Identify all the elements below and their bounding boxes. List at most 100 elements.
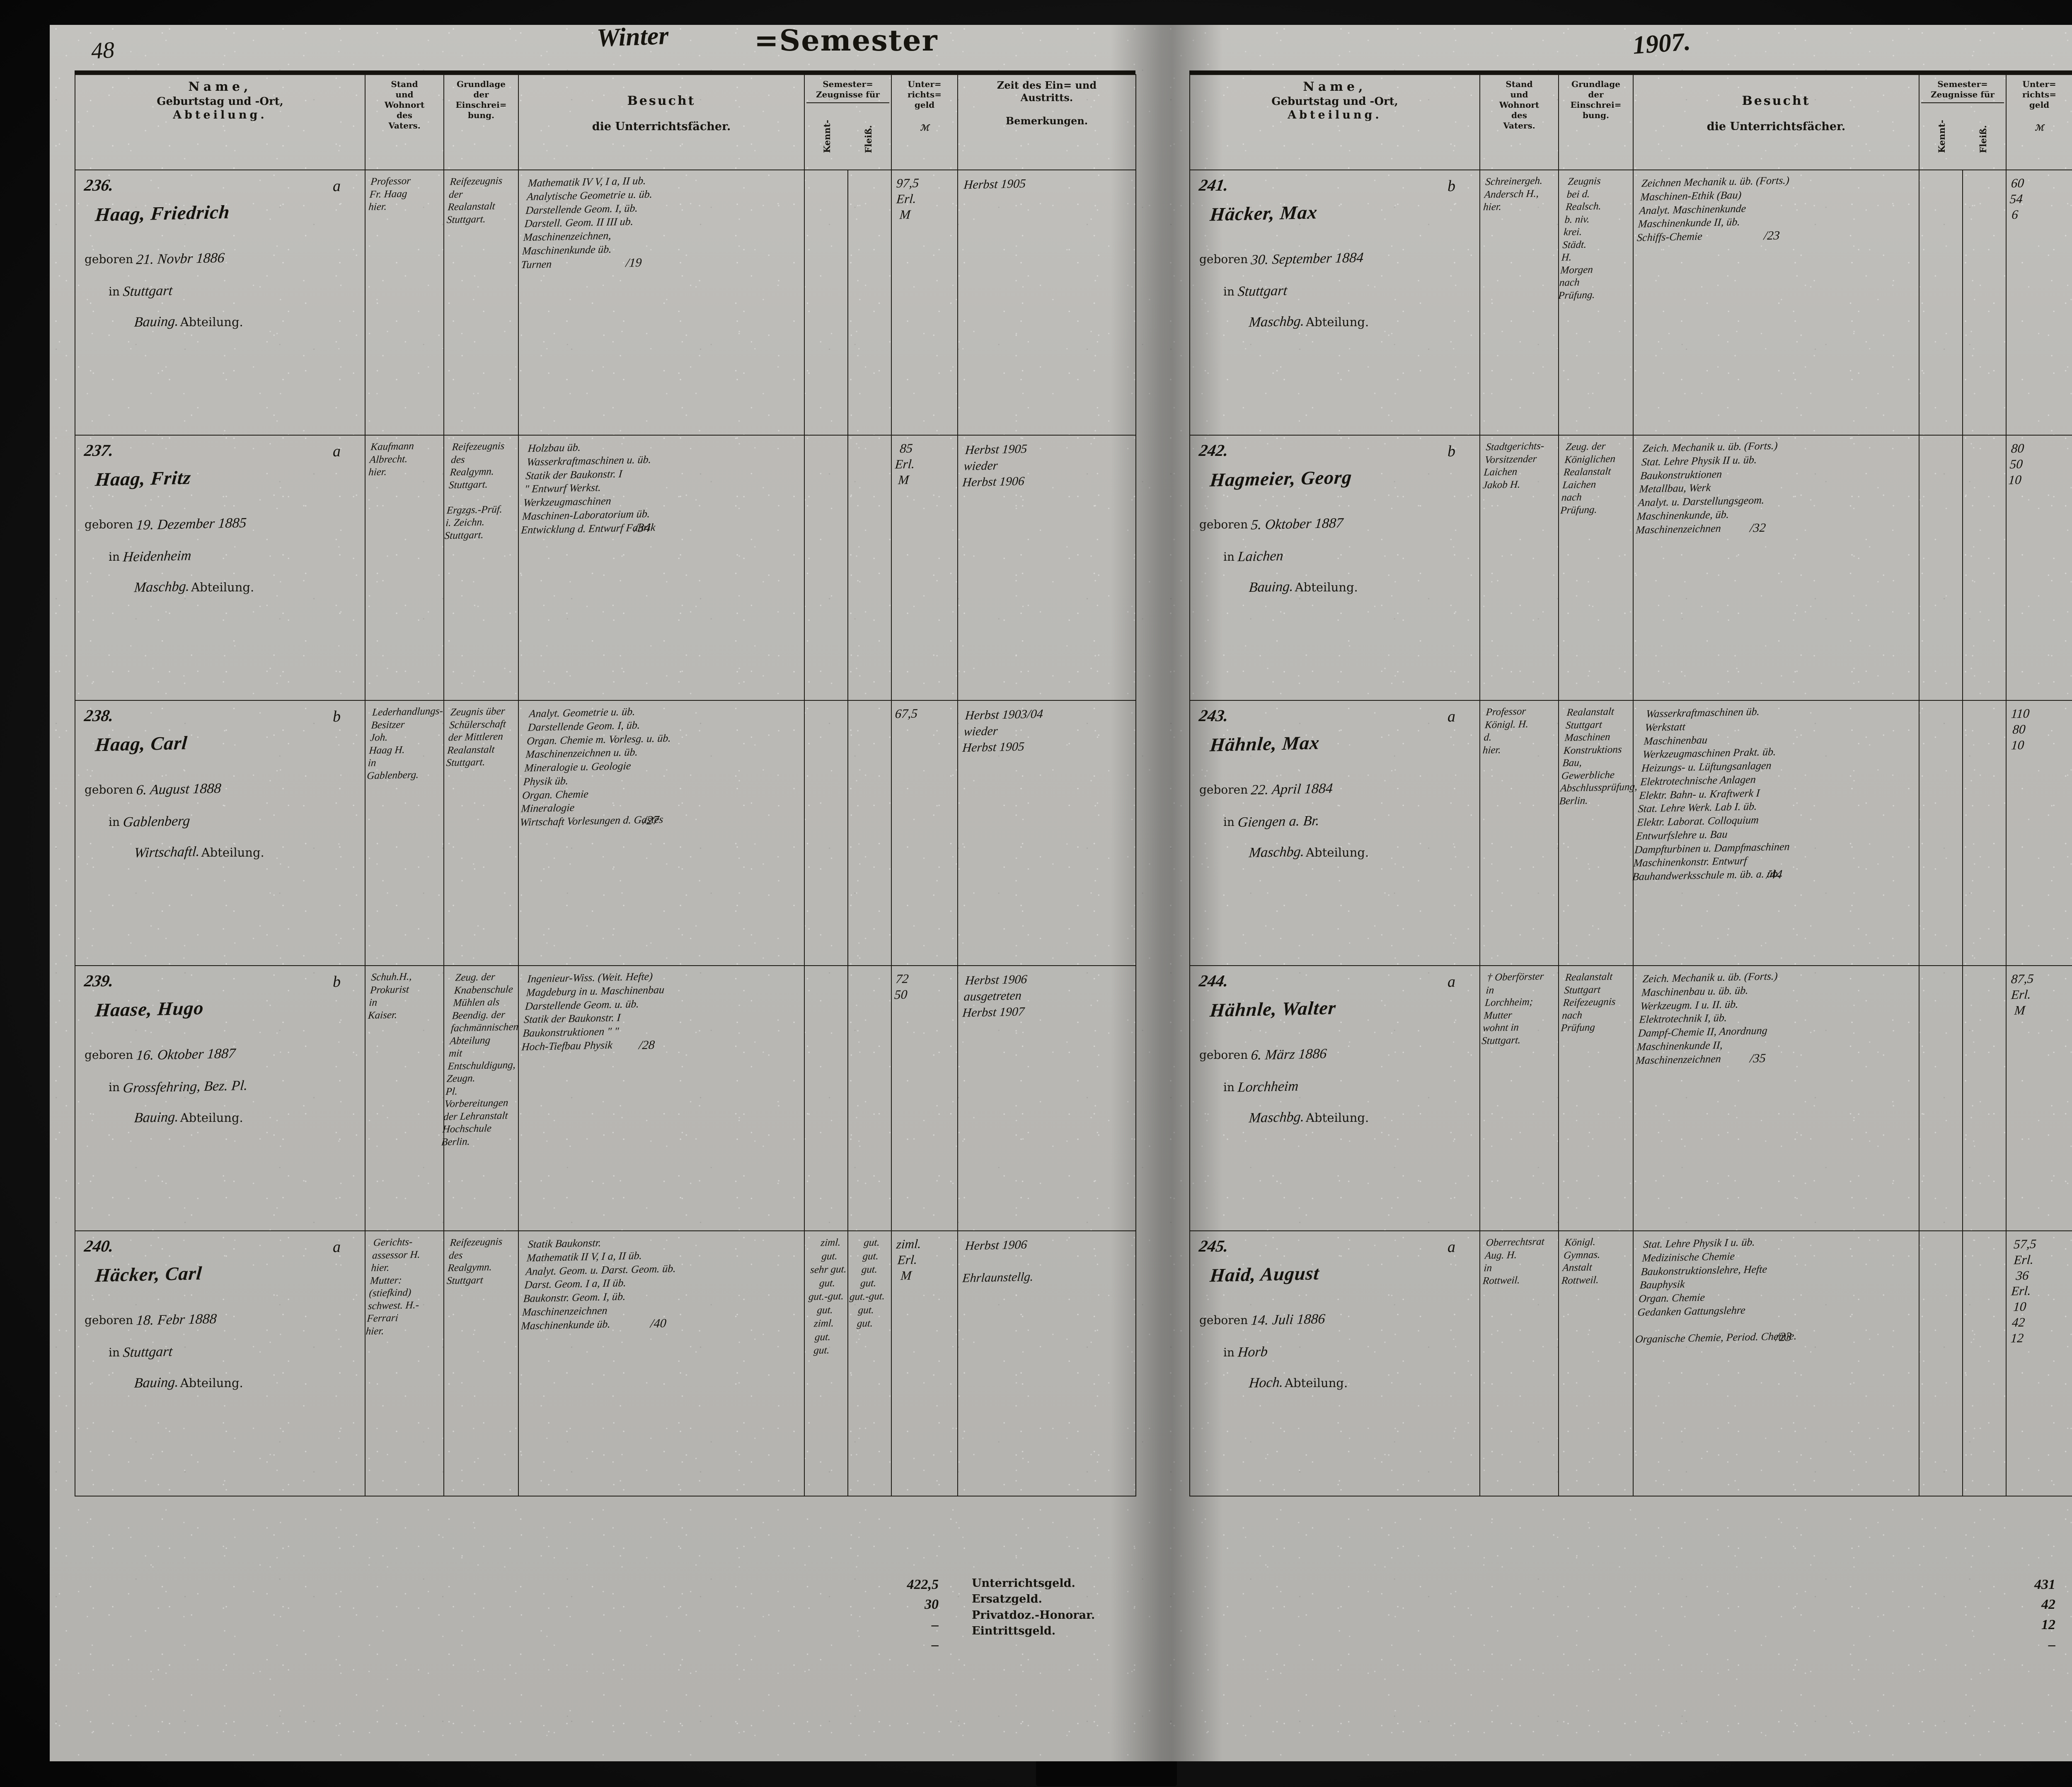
cell-subjects[interactable]: Stat. Lehre Physik I u. üb. Medizinische …	[1633, 1230, 1920, 1496]
birth-place: Grossfehring, Bez. Pl.	[122, 1078, 248, 1096]
cell-remarks[interactable]: Herbst 1905	[957, 169, 1137, 436]
cell-father[interactable]: Kaufmann Albrecht. hier.	[365, 435, 444, 701]
cell-remarks[interactable]: Herbst 1906 ausgetreten Herbst 1907	[957, 965, 1137, 1231]
student-name: Haid, August	[1209, 1262, 1320, 1286]
cell-kenntnisse[interactable]	[804, 435, 848, 701]
grade-kenntnisse	[804, 436, 813, 459]
cell-fee[interactable]: 85 Erl. M	[891, 435, 959, 701]
cell-subjects[interactable]: Holzbau üb. Wasserkraftmaschinen u. üb. St…	[518, 435, 805, 701]
cell-subjects[interactable]: Zeichnen Mechanik u. üb. (Forts.) Maschin…	[1633, 169, 1920, 436]
cell-name[interactable]: 236. a Haag, Friedrich geboren 21. Novbr 18…	[75, 169, 366, 436]
cell-fee[interactable]: 67,5	[891, 700, 959, 966]
cell-basis[interactable]: Realanstalt Stuttgart Reifezeugnis nach Prüf…	[1558, 965, 1634, 1231]
cell-remarks[interactable]: Herbst 1903/04 wieder Herbst 1905	[957, 700, 1137, 966]
enrollment-basis: Königl. Gymnas. Anstalt Rottweil.	[1561, 1236, 1601, 1286]
cell-basis[interactable]: Realanstalt Stuttgart Maschinen Konstruktio…	[1558, 700, 1638, 966]
birth-date: 22. April 1884	[1250, 780, 1334, 798]
cell-basis[interactable]: Zeugnis über Schülerschaft der Mittleren Re…	[443, 700, 519, 966]
student-name: Hagmeier, Georg	[1209, 466, 1353, 491]
cell-fleiss[interactable]	[847, 169, 892, 436]
cell-fleiss[interactable]	[1962, 965, 2007, 1231]
cell-basis[interactable]: Zeug. der Königlichen Realanstalt Laichen na…	[1558, 435, 1634, 701]
cell-basis[interactable]: Zeugnis bei d. Realsch. b. niv. krei. Städt. H…	[1558, 169, 1634, 436]
table-row[interactable]: 239. b Haase, Hugo geboren 16. Oktober 1887…	[75, 965, 1137, 1231]
birth-line: geboren 22. April 1884	[1199, 780, 1471, 799]
cell-subjects[interactable]: Statik Baukonstr. Mathematik II V, I a, I…	[518, 1230, 805, 1496]
cell-name[interactable]: 239. b Haase, Hugo geboren 16. Oktober 1887…	[75, 965, 366, 1231]
cell-kenntnisse[interactable]: ziml. gut. sehr gut. gut. gut.-gut. gut. ziml…	[804, 1230, 848, 1496]
col-header-father-right: Stand und Wohnort des Vaters.	[1479, 74, 1559, 170]
cell-fee[interactable]: 60 54 6	[2006, 169, 2072, 436]
cell-name[interactable]: 237. a Haag, Fritz geboren 19. Dezember 188…	[75, 435, 366, 701]
cell-father[interactable]: Schuh.H., Prokurist in Kaiser.	[365, 965, 444, 1231]
row-section: b	[1447, 443, 1455, 460]
cell-subjects[interactable]: Analyt. Geometrie u. üb. Darstellende Geo…	[518, 700, 805, 966]
cell-father[interactable]: † Oberförster in Lorchheim; Mutter wohnt in S…	[1479, 965, 1559, 1231]
cell-subjects[interactable]: Ingenieur-Wiss. (Weit. Hefte) Magdeburg i…	[518, 965, 805, 1231]
cell-kenntnisse[interactable]	[804, 700, 848, 966]
division-line: Maschbg. Abteilung.	[1248, 313, 1471, 331]
cell-name[interactable]: 244. a Hähnle, Walter geboren 6. März 1886 i…	[1189, 965, 1480, 1231]
cell-name[interactable]: 243. a Hähnle, Max geboren 22. April 1884 in…	[1189, 700, 1480, 966]
cell-father[interactable]: Gerichts-assessor H. hier. Mutter: (stiefki…	[365, 1230, 444, 1496]
cell-remarks[interactable]: Herbst 1905 wieder Herbst 1906	[957, 435, 1137, 701]
cell-name[interactable]: 238. b Haag, Carl geboren 6. August 1888 in …	[75, 700, 366, 966]
cell-kenntnisse[interactable]	[804, 965, 848, 1231]
table-row[interactable]: 236. a Haag, Friedrich geboren 21. Novbr 18…	[75, 169, 1137, 436]
table-row[interactable]: 238. b Haag, Carl geboren 6. August 1888 in …	[75, 700, 1137, 966]
table-row[interactable]: 245. a Haid, August geboren 14. Juli 1886 in…	[1189, 1230, 2072, 1496]
table-row[interactable]: 242. b Hagmeier, Georg geboren 5. Oktober 1…	[1189, 435, 2072, 701]
table-row[interactable]: 244. a Hähnle, Walter geboren 6. März 1886 i…	[1189, 965, 2072, 1231]
cell-kenntnisse[interactable]	[1919, 965, 1963, 1231]
cell-basis[interactable]: Reifezeugnis des Realgymn. Stuttgart	[443, 1230, 519, 1496]
table-row[interactable]: 241. b Häcker, Max geboren 30. September 18…	[1189, 169, 2072, 436]
cell-fee[interactable]: 97,5 Erl. M	[891, 169, 959, 436]
student-name: Häcker, Carl	[94, 1262, 203, 1286]
cell-name[interactable]: 241. b Häcker, Max geboren 30. September 18…	[1189, 169, 1480, 436]
cell-fleiss[interactable]	[1962, 169, 2007, 436]
col-header-basis-right: Grundlage der Einschrei= bung.	[1558, 74, 1634, 170]
cell-kenntnisse[interactable]	[804, 169, 848, 436]
cell-fee[interactable]: 87,5 Erl. M	[2006, 965, 2072, 1231]
cell-subjects[interactable]: Zeich. Mechanik u. üb. (Forts.) Stat. Leh…	[1633, 435, 1920, 701]
cell-subjects[interactable]: Mathematik IV V, I a, II ub. Analytische …	[518, 169, 805, 436]
cell-kenntnisse[interactable]	[1919, 700, 1963, 966]
cell-fleiss[interactable]	[1962, 435, 2007, 701]
cell-subjects[interactable]: Wasserkraftmaschinen üb. Werkstatt Maschin…	[1632, 700, 1920, 966]
cell-basis[interactable]: Reifezeugnis des Realgymn. Stuttgart. Ergzg…	[443, 435, 519, 701]
cell-kenntnisse[interactable]	[1919, 169, 1963, 436]
cell-fleiss[interactable]	[847, 435, 892, 701]
cell-basis[interactable]: Zeug. der Knabenschule Mühlen als Beendig. …	[441, 965, 519, 1231]
cell-father[interactable]: Lederhandlungs- Besitzer Joh. Haag H. in Gabl…	[365, 700, 444, 966]
grade-fleiss: gut. gut. gut. gut. gut.-gut. gut. gut.	[849, 1237, 886, 1329]
table-row[interactable]: 240. a Häcker, Carl geboren 18. Febr 1888 in…	[75, 1230, 1137, 1496]
cell-fleiss[interactable]	[1962, 1230, 2007, 1496]
cell-fee[interactable]: 80 50 10	[2006, 435, 2072, 701]
cell-name[interactable]: 240. a Häcker, Carl geboren 18. Febr 1888 in…	[75, 1230, 366, 1496]
cell-kenntnisse[interactable]	[1919, 1230, 1963, 1496]
cell-fee[interactable]: 57,5 Erl. 36 Erl. 10 42 12	[2006, 1230, 2072, 1496]
table-row[interactable]: 243. a Hähnle, Max geboren 22. April 1884 in…	[1189, 700, 2072, 966]
cell-father[interactable]: Stadtgerichts- Vorsitzender Laichen Jakob H…	[1479, 435, 1559, 701]
cell-father[interactable]: Oberrechtsrat Aug. H. in Rottweil.	[1479, 1230, 1559, 1496]
cell-father[interactable]: Schreinergeh. Andersch H., hier.	[1479, 169, 1559, 436]
cell-subjects[interactable]: Zeich. Mechanik u. üb. (Forts.) Maschinen…	[1633, 965, 1920, 1231]
cell-basis[interactable]: Reifezeugnis der Realanstalt Stuttgart.	[443, 169, 519, 436]
cell-basis[interactable]: Königl. Gymnas. Anstalt Rottweil.	[1558, 1230, 1634, 1496]
cell-kenntnisse[interactable]	[1919, 435, 1963, 701]
cell-fee[interactable]: 72 50	[891, 965, 959, 1231]
cell-name[interactable]: 245. a Haid, August geboren 14. Juli 1886 in…	[1189, 1230, 1480, 1496]
subject-list: Stat. Lehre Physik I u. üb. Medizinische …	[1634, 1236, 1798, 1346]
table-row[interactable]: 237. a Haag, Fritz geboren 19. Dezember 188…	[75, 435, 1137, 701]
cell-remarks[interactable]: Herbst 1906 Ehrlaunstellg.	[957, 1230, 1137, 1496]
birth-place: Gablenberg	[122, 813, 191, 830]
cell-fee[interactable]: ziml. Erl. M	[891, 1230, 959, 1496]
cell-father[interactable]: Professor Fr. Haag hier.	[365, 169, 444, 436]
cell-fleiss[interactable]: gut. gut. gut. gut. gut.-gut. gut. gut.	[847, 1230, 892, 1496]
cell-fee[interactable]: 110 80 10	[2006, 700, 2072, 966]
cell-fleiss[interactable]	[1962, 700, 2007, 966]
cell-name[interactable]: 242. b Hagmeier, Georg geboren 5. Oktober 1…	[1189, 435, 1480, 701]
cell-fleiss[interactable]	[847, 700, 892, 966]
cell-fleiss[interactable]	[847, 965, 892, 1231]
cell-father[interactable]: Professor Königl. H. d. hier.	[1479, 700, 1559, 966]
